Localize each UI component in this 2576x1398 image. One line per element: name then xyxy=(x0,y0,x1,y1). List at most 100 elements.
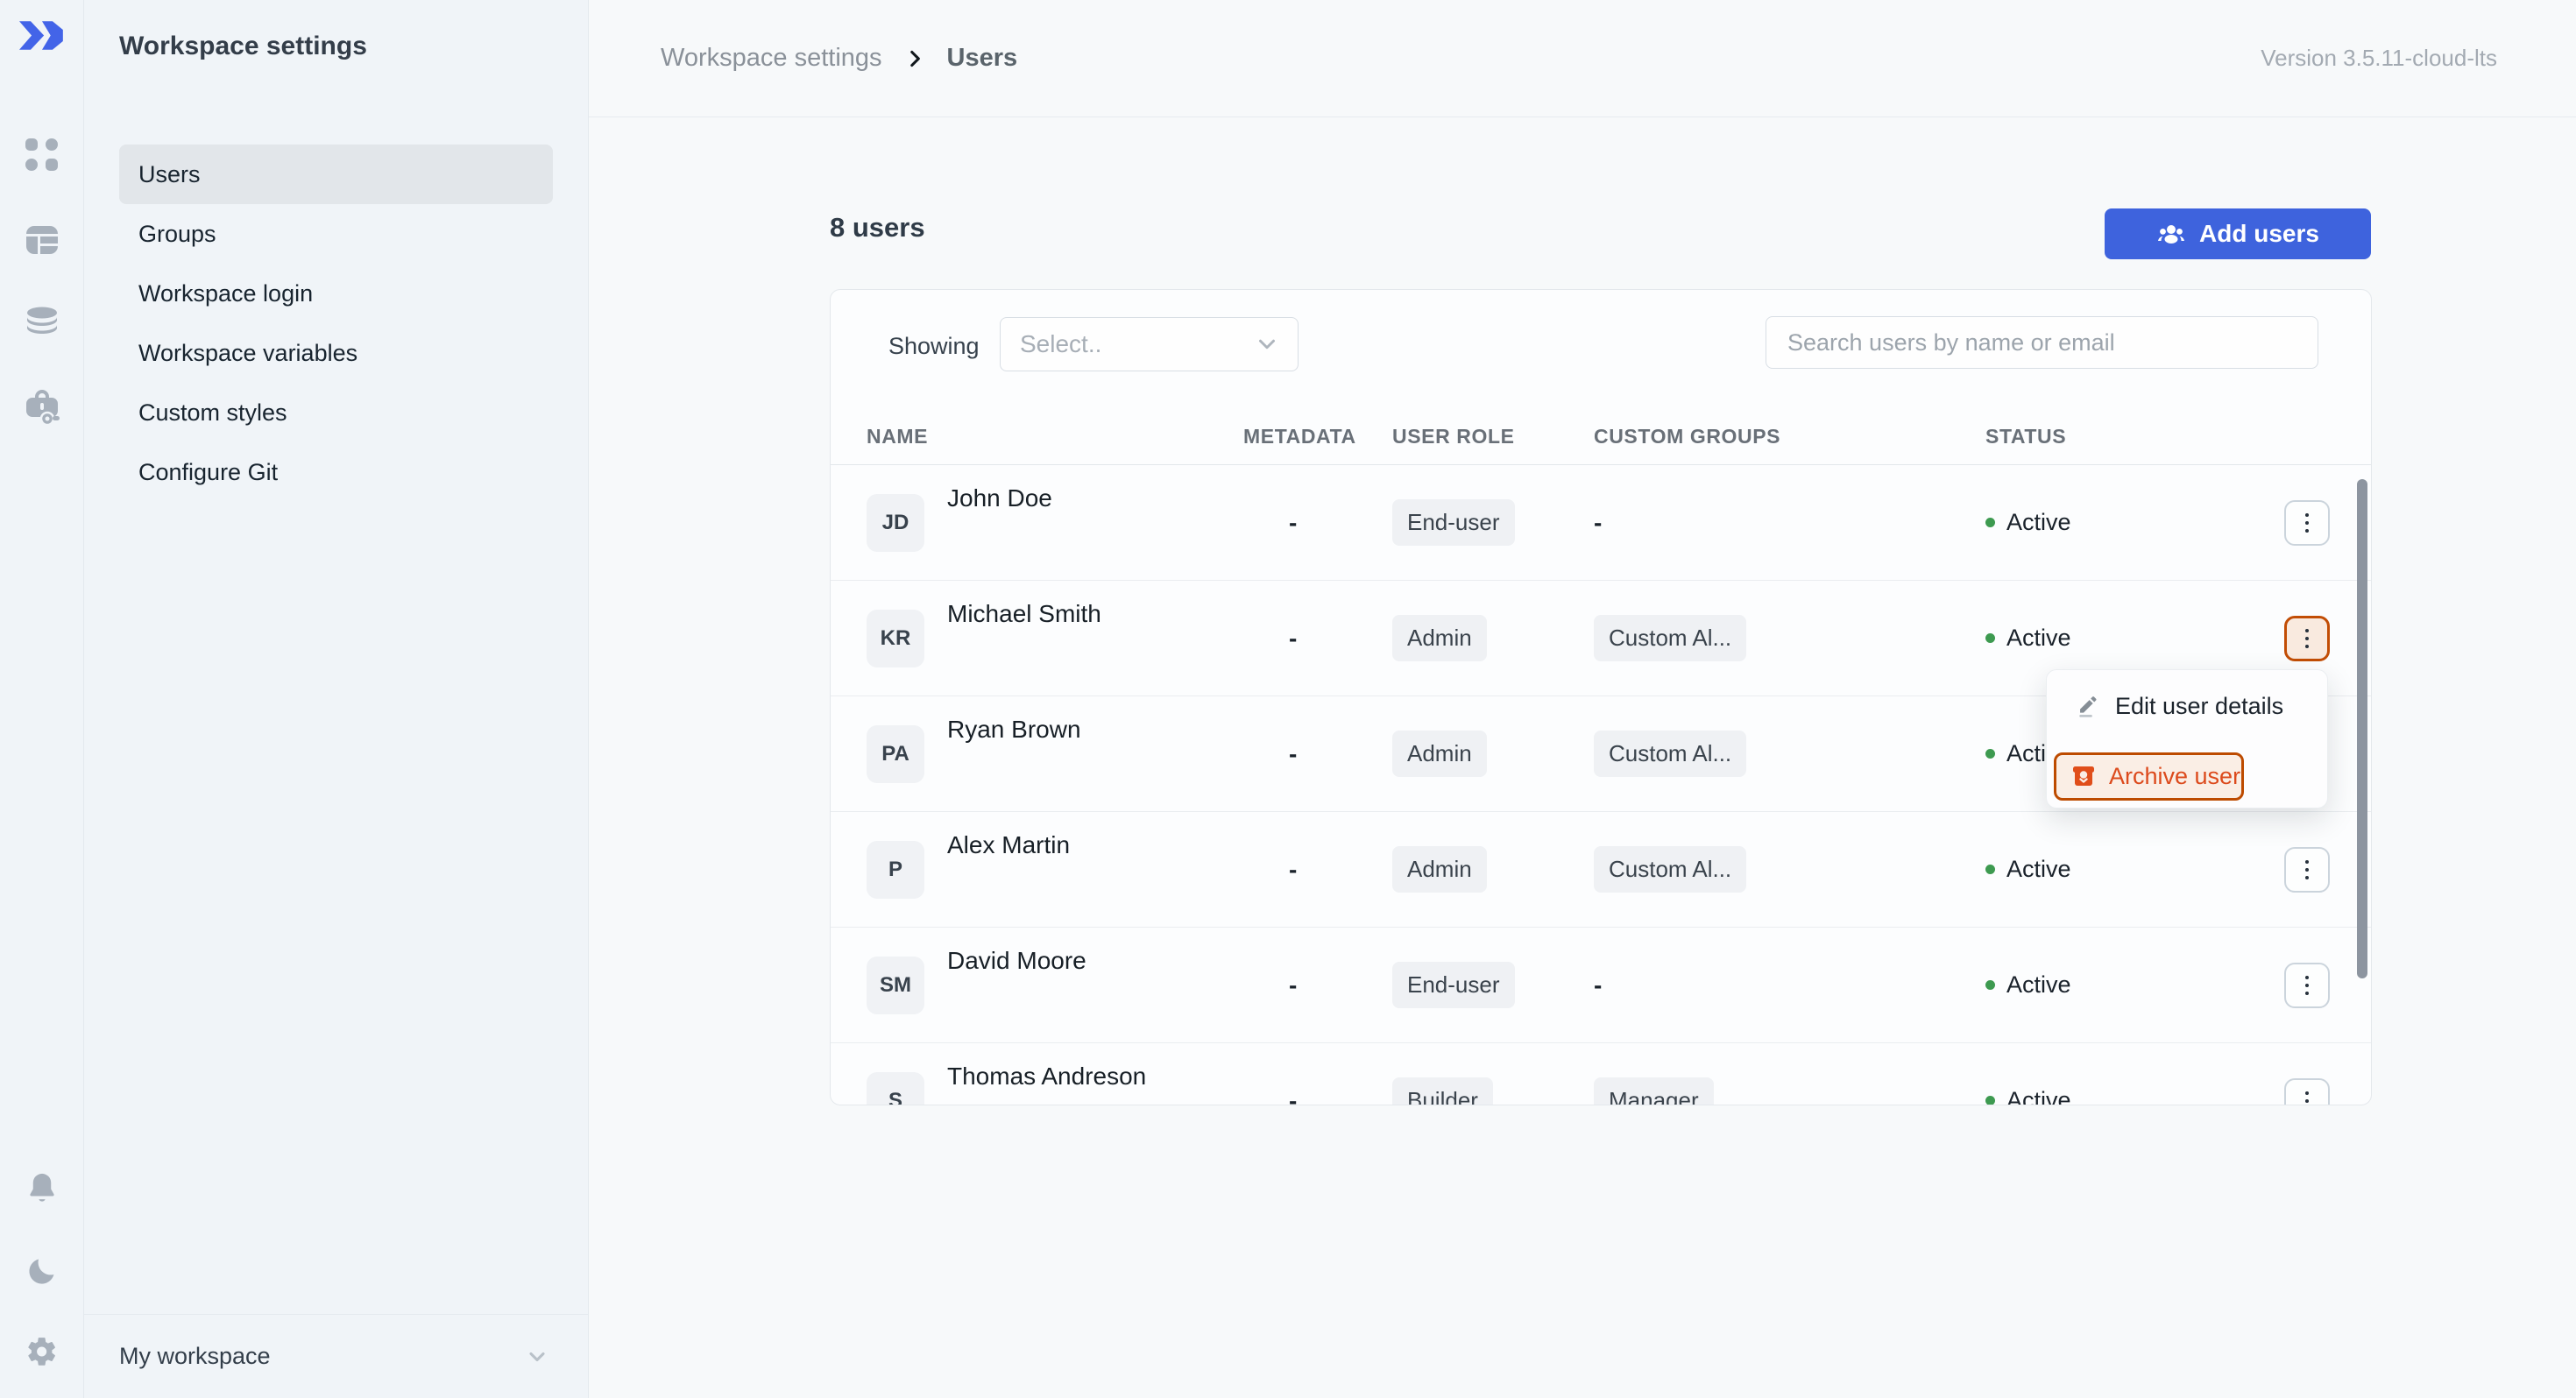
chevron-down-icon xyxy=(1259,339,1275,350)
apps-icon[interactable] xyxy=(21,133,63,175)
edit-user-details-label: Edit user details xyxy=(2115,693,2284,719)
status-dot xyxy=(1985,1096,1995,1105)
metadata-value: - xyxy=(1289,624,1298,652)
archive-user-label: Archive user xyxy=(2109,763,2241,789)
metadata-value: - xyxy=(1289,508,1298,536)
settings-menu: Users Groups Workspace login Workspace v… xyxy=(119,145,553,502)
groups-value: - xyxy=(1594,508,1603,536)
table-row: P Alex Martin - Admin Custom Al... Activ… xyxy=(831,812,2371,928)
search-users-input[interactable] xyxy=(1766,317,2318,368)
groups-value: - xyxy=(1594,971,1603,999)
groups-badge: Custom Al... xyxy=(1594,731,1747,777)
role-badge: Admin xyxy=(1392,846,1487,893)
role-badge: Admin xyxy=(1392,615,1487,661)
user-actions-menu: Edit user details Archive user xyxy=(2046,669,2328,808)
main-area: Workspace settings Users Version 3.5.11-… xyxy=(589,0,2576,1398)
database-icon[interactable] xyxy=(21,301,63,343)
kebab-menu-icon[interactable] xyxy=(2284,962,2330,1008)
status-dot xyxy=(1985,749,1995,759)
dark-mode-icon[interactable] xyxy=(21,1250,63,1292)
table-row: PA Ryan Brown - Admin Custom Al... Activ… xyxy=(831,696,2371,812)
edit-user-details-item[interactable]: Edit user details xyxy=(2075,693,2283,720)
app-builder-icon[interactable] xyxy=(21,219,63,261)
status-dot xyxy=(1985,865,1995,874)
breadcrumb: Workspace settings Users xyxy=(661,44,1017,73)
sidebar-item-workspace-login[interactable]: Workspace login xyxy=(138,279,314,307)
table-row: JD John Doe - End-user - Active xyxy=(831,465,2371,581)
col-name: NAME xyxy=(867,425,929,448)
sidebar-item-users[interactable]: Users xyxy=(119,145,553,204)
workspace-switcher[interactable]: My workspace xyxy=(84,1314,588,1398)
add-users-icon xyxy=(2158,225,2185,244)
sidebar-item-custom-styles[interactable]: Custom styles xyxy=(138,399,287,426)
avatar: S xyxy=(867,1071,924,1105)
sidebar-item-workspace-variables[interactable]: Workspace variables xyxy=(138,339,358,366)
status-badge: Active xyxy=(2006,625,2071,651)
user-name: Michael Smith xyxy=(947,600,1101,627)
user-name: Ryan Brown xyxy=(947,716,1081,743)
icon-rail xyxy=(0,0,84,1398)
add-users-button[interactable]: Add users xyxy=(2105,208,2371,259)
status-badge: Active xyxy=(2006,509,2071,535)
kebab-menu-icon[interactable] xyxy=(2284,499,2330,546)
status-badge: Active xyxy=(2006,1087,2071,1105)
kebab-menu-icon-active[interactable] xyxy=(2284,615,2330,661)
sidebar-item-configure-git[interactable]: Configure Git xyxy=(138,458,279,485)
status-dot xyxy=(1985,980,1995,990)
users-count: 8 users xyxy=(830,212,925,243)
chevron-right-icon xyxy=(909,50,920,67)
version-label: Version 3.5.11-cloud-lts xyxy=(2261,45,2497,71)
add-users-label: Add users xyxy=(2199,220,2319,247)
role-badge: Admin xyxy=(1392,731,1487,777)
col-status: STATUS xyxy=(1985,425,2067,448)
groups-badge: Manager xyxy=(1594,1077,1714,1105)
search-users-box xyxy=(1766,316,2318,369)
table-scrollbar[interactable] xyxy=(2357,479,2367,978)
avatar: KR xyxy=(867,609,924,667)
topbar: Workspace settings Users Version 3.5.11-… xyxy=(589,0,2576,117)
breadcrumb-current: Users xyxy=(946,44,1018,72)
avatar: JD xyxy=(867,493,924,552)
workspace-switcher-label: My workspace xyxy=(119,1343,271,1369)
role-badge: Builder xyxy=(1392,1077,1493,1105)
metadata-value: - xyxy=(1289,855,1298,883)
showing-label: Showing xyxy=(888,333,980,359)
settings-icon[interactable] xyxy=(21,1331,63,1373)
col-metadata: METADATA xyxy=(1243,425,1356,448)
user-name: David Moore xyxy=(947,947,1086,974)
showing-filter-select[interactable]: Select.. xyxy=(1000,317,1299,371)
col-user-role: USER ROLE xyxy=(1392,425,1515,448)
notifications-icon[interactable] xyxy=(21,1167,63,1209)
status-badge: Active xyxy=(2006,856,2071,882)
settings-sidebar: Workspace settings Users Groups Workspac… xyxy=(84,0,589,1398)
role-badge: End-user xyxy=(1392,962,1515,1008)
table-row: SM David Moore - End-user - Active xyxy=(831,928,2371,1043)
status-dot xyxy=(1985,518,1995,527)
metadata-value: - xyxy=(1289,971,1298,999)
sidebar-item-groups[interactable]: Groups xyxy=(138,220,216,247)
avatar: P xyxy=(867,840,924,899)
groups-badge: Custom Al... xyxy=(1594,846,1747,893)
users-table-card: Showing Select.. NAME METADATA USER ROLE… xyxy=(830,289,2372,1105)
chevron-down-icon xyxy=(529,1352,545,1361)
archive-user-item[interactable]: Archive user xyxy=(2054,752,2244,801)
kebab-menu-icon[interactable] xyxy=(2284,846,2330,893)
kebab-menu-icon[interactable] xyxy=(2284,1077,2330,1105)
metadata-value: - xyxy=(1289,739,1298,767)
edit-pencil-icon xyxy=(2079,695,2097,717)
role-badge: End-user xyxy=(1392,499,1515,546)
groups-badge: Custom Al... xyxy=(1594,615,1747,661)
breadcrumb-parent[interactable]: Workspace settings xyxy=(661,44,882,72)
select-value: Select.. xyxy=(1020,330,1102,357)
tooljet-logo[interactable] xyxy=(19,21,65,50)
status-dot xyxy=(1985,633,1995,643)
metadata-value: - xyxy=(1289,1086,1298,1105)
table-body: JD John Doe - End-user - Active xyxy=(831,465,2371,1105)
user-name: Alex Martin xyxy=(947,831,1071,858)
avatar: PA xyxy=(867,724,924,783)
table-row: S Thomas Andreson - Builder Manager Acti… xyxy=(831,1043,2371,1105)
marketplace-icon[interactable] xyxy=(21,386,63,428)
archive-user-icon xyxy=(2073,766,2094,786)
table-header: NAME METADATA USER ROLE CUSTOM GROUPS ST… xyxy=(831,409,2371,465)
status-badge: Active xyxy=(2006,971,2071,998)
